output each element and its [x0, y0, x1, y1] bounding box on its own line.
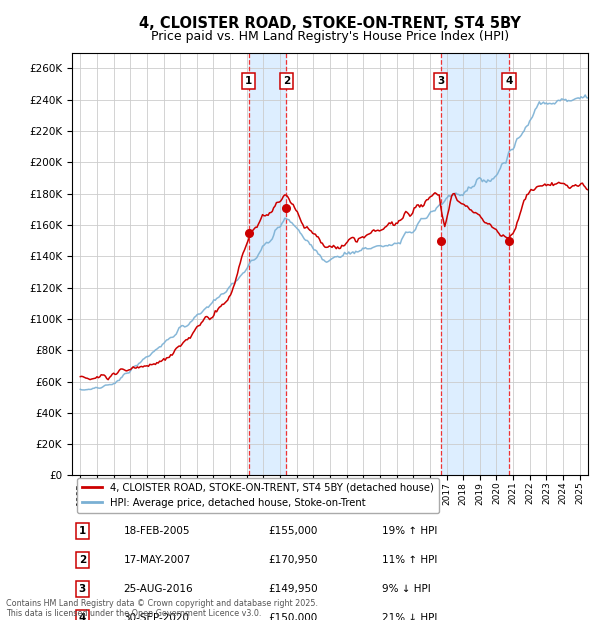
Text: 2: 2 — [79, 555, 86, 565]
Text: Price paid vs. HM Land Registry's House Price Index (HPI): Price paid vs. HM Land Registry's House … — [151, 30, 509, 43]
Legend: 4, CLOISTER ROAD, STOKE-ON-TRENT, ST4 5BY (detached house), HPI: Average price, : 4, CLOISTER ROAD, STOKE-ON-TRENT, ST4 5B… — [77, 478, 439, 513]
Text: 19% ↑ HPI: 19% ↑ HPI — [382, 526, 437, 536]
Text: 25-AUG-2016: 25-AUG-2016 — [124, 584, 193, 594]
Bar — [249, 53, 286, 476]
Text: 4, CLOISTER ROAD, STOKE-ON-TRENT, ST4 5BY: 4, CLOISTER ROAD, STOKE-ON-TRENT, ST4 5B… — [139, 16, 521, 30]
Text: 1: 1 — [245, 76, 253, 86]
Text: 3: 3 — [437, 76, 445, 86]
Text: 3: 3 — [79, 584, 86, 594]
Text: 9% ↓ HPI: 9% ↓ HPI — [382, 584, 430, 594]
Bar — [440, 53, 509, 476]
Text: 18-FEB-2005: 18-FEB-2005 — [124, 526, 190, 536]
Text: 17-MAY-2007: 17-MAY-2007 — [124, 555, 191, 565]
Text: 4: 4 — [79, 613, 86, 620]
Text: 2: 2 — [283, 76, 290, 86]
Text: Contains HM Land Registry data © Crown copyright and database right 2025.
This d: Contains HM Land Registry data © Crown c… — [6, 599, 318, 618]
Text: 30-SEP-2020: 30-SEP-2020 — [124, 613, 190, 620]
Text: 11% ↑ HPI: 11% ↑ HPI — [382, 555, 437, 565]
Text: 1: 1 — [79, 526, 86, 536]
Text: £155,000: £155,000 — [268, 526, 317, 536]
Text: 21% ↓ HPI: 21% ↓ HPI — [382, 613, 437, 620]
Text: £150,000: £150,000 — [268, 613, 317, 620]
Text: 4: 4 — [505, 76, 512, 86]
Text: £149,950: £149,950 — [268, 584, 318, 594]
Text: £170,950: £170,950 — [268, 555, 317, 565]
